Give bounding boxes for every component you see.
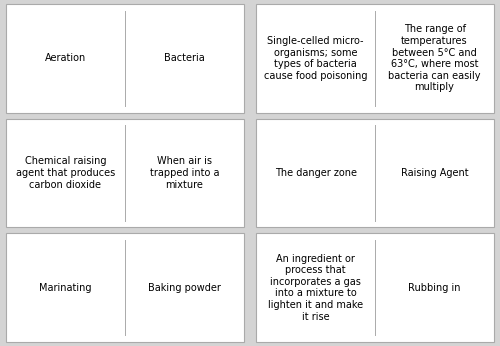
Text: The danger zone: The danger zone <box>274 168 356 178</box>
Bar <box>6 234 244 342</box>
Bar <box>256 4 494 112</box>
Bar <box>6 4 244 112</box>
Text: Baking powder: Baking powder <box>148 283 221 293</box>
Text: Raising Agent: Raising Agent <box>400 168 468 178</box>
Text: Single-celled micro-
organisms; some
types of bacteria
cause food poisoning: Single-celled micro- organisms; some typ… <box>264 36 368 81</box>
Bar <box>256 119 494 227</box>
Bar <box>6 119 244 227</box>
Text: Chemical raising
agent that produces
carbon dioxide: Chemical raising agent that produces car… <box>16 156 115 190</box>
Text: An ingredient or
process that
incorporates a gas
into a mixture to
lighten it an: An ingredient or process that incorporat… <box>268 254 363 322</box>
Text: When air is
trapped into a
mixture: When air is trapped into a mixture <box>150 156 219 190</box>
Text: The range of
temperatures
between 5°C and
63°C, where most
bacteria can easily
m: The range of temperatures between 5°C an… <box>388 24 481 92</box>
Text: Marinating: Marinating <box>39 283 92 293</box>
Bar <box>256 234 494 342</box>
Text: Aeration: Aeration <box>45 53 86 63</box>
Text: Rubbing in: Rubbing in <box>408 283 461 293</box>
Text: Bacteria: Bacteria <box>164 53 204 63</box>
